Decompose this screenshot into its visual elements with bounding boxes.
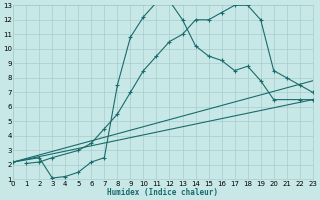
X-axis label: Humidex (Indice chaleur): Humidex (Indice chaleur): [108, 188, 219, 197]
